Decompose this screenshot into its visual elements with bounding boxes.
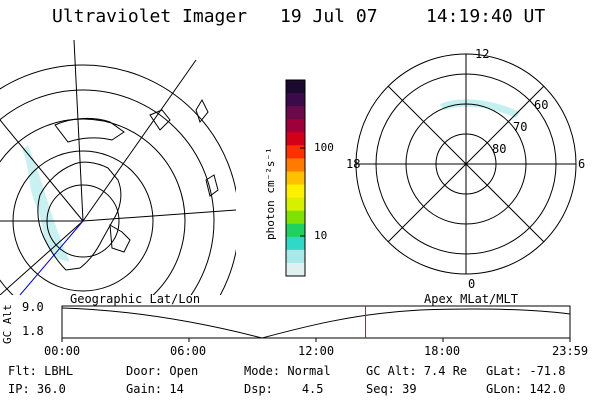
timeline-xtick-0: 00:00 — [44, 344, 81, 358]
mlt-label-12: 12 — [475, 47, 490, 61]
colorbar-segment — [286, 249, 305, 264]
colorbar-segment — [286, 80, 305, 94]
instrument-title: Ultraviolet Imager — [52, 6, 248, 27]
date-label: 19 Jul 07 — [280, 6, 378, 27]
mlt-label-0: 0 — [468, 277, 476, 291]
timeline-frame — [61, 305, 571, 339]
colorbar-segment — [286, 262, 305, 277]
geographic-map — [0, 40, 236, 295]
info-door: Door: Open — [126, 364, 199, 378]
colorbar-segment — [286, 158, 305, 172]
timeline-ylabel: GC Alt — [1, 304, 14, 344]
colorbar-segment — [286, 119, 305, 133]
timeline-xtick-3: 18:00 — [424, 344, 461, 358]
info-glat: GLat: -71.8 — [486, 364, 566, 378]
colorbar-tick-10: 10 — [314, 229, 328, 242]
colorbar-segment — [286, 171, 305, 186]
info-glon: GLon: 142.0 — [486, 382, 566, 396]
timeline-ytick-bottom: 1.8 — [22, 324, 44, 338]
polar-mlt-plot — [355, 53, 577, 275]
info-filter: Flt: LBHL — [8, 364, 74, 378]
colorbar-segment — [286, 197, 305, 212]
coastline-north — [54, 117, 125, 143]
colorbar-segment — [286, 210, 305, 225]
timeline-ytick-top: 9.0 — [22, 300, 44, 314]
info-gain: Gain: 14 — [126, 382, 184, 396]
antarctica-coastline — [37, 161, 122, 271]
colorbar-segment — [286, 106, 305, 120]
lat-label-80: 80 — [492, 142, 507, 156]
timeline-xtick-2: 12:00 — [298, 344, 335, 358]
colorbar-tick-100: 100 — [314, 141, 334, 154]
colorbar-frame — [285, 79, 306, 277]
info-gc-alt: GC Alt: 7.4 Re — [366, 364, 468, 378]
timeline-right-title: Apex MLat/MLT — [424, 292, 518, 306]
time-label: 14:19:40 UT — [426, 6, 546, 27]
polar-aurora-emission — [440, 99, 520, 118]
colorbar-segment — [286, 236, 305, 251]
lat-label-60: 60 — [534, 98, 549, 112]
colorbar — [286, 80, 305, 277]
timeline-xtick-4: 23:59 — [552, 344, 589, 358]
timeline-xtick-1: 06:00 — [170, 344, 207, 358]
info-ip: IP: 36.0 — [8, 382, 66, 396]
colorbar-segment — [286, 145, 305, 159]
lat-label-70: 70 — [513, 120, 528, 134]
aurora-emission — [22, 145, 70, 262]
info-dsp: Dsp: 4.5 — [244, 382, 324, 396]
timeline-left-title: Geographic Lat/Lon — [70, 292, 201, 306]
altitude-timeline — [61, 305, 571, 342]
altitude-curve — [61, 307, 571, 339]
colorbar-segment — [286, 93, 305, 107]
info-seq: Seq: 39 — [366, 382, 417, 396]
info-mode: Mode: Normal — [244, 364, 331, 378]
colorbar-unit-label: photon cm⁻²s⁻¹ — [264, 147, 277, 240]
colorbar-segment — [286, 223, 305, 238]
colorbar-segment — [286, 184, 305, 199]
colorbar-segment — [286, 132, 305, 146]
mlt-label-18: 18 — [346, 157, 361, 171]
mlt-label-6: 6 — [578, 157, 586, 171]
